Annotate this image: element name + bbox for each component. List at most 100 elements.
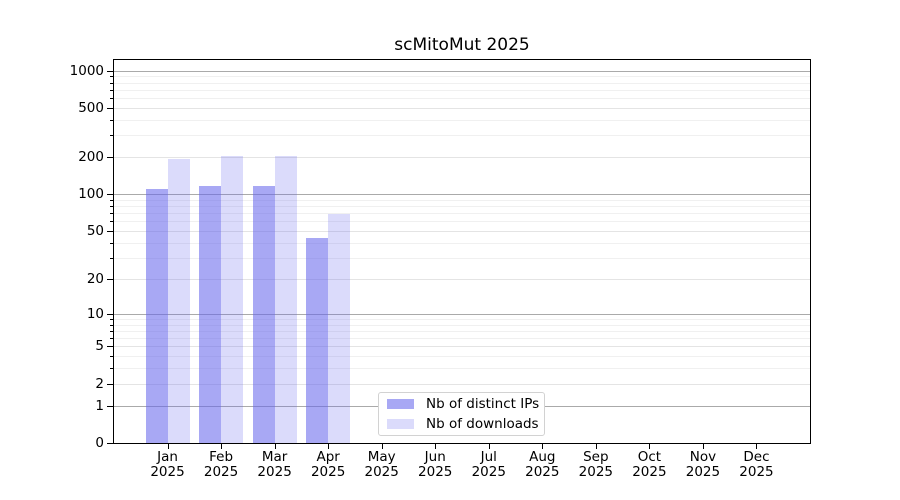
x-tick [595, 443, 597, 449]
y-minor-tick [109, 135, 113, 137]
y-tick-label: 0 [95, 435, 104, 451]
y-tick [107, 278, 113, 280]
x-tick [756, 443, 758, 449]
gridline-minor [114, 206, 810, 208]
legend-swatch-downloads [387, 418, 414, 429]
chart-title: scMitoMut 2025 [394, 35, 530, 55]
x-tick [328, 443, 330, 449]
y-minor-tick [109, 221, 113, 223]
gridline-major [114, 70, 810, 72]
gridline-major [114, 194, 810, 196]
gridline-minor [114, 257, 810, 259]
y-tick [107, 70, 113, 72]
bar-downloads-jan [167, 158, 190, 443]
y-minor-tick [109, 257, 113, 259]
gridline-minor [114, 338, 810, 340]
gridline-minor [114, 76, 810, 78]
x-tick [274, 443, 276, 449]
gridline-minor [114, 98, 810, 100]
y-tick-label: 200 [78, 149, 104, 166]
x-tick-label: Dec 2025 [739, 449, 774, 480]
y-minor-tick [109, 213, 113, 215]
y-tick [107, 157, 113, 159]
legend-swatch-distinct-ips [387, 399, 414, 410]
y-minor-tick [109, 98, 113, 100]
gridline-major [114, 313, 810, 315]
y-tick [107, 313, 113, 315]
y-minor-tick [109, 206, 113, 208]
y-tick-label: 500 [78, 99, 104, 116]
legend-item: Nb of distinct IPs [379, 396, 544, 412]
bar-ips-feb [199, 186, 222, 443]
legend-item: Nb of downloads [379, 416, 544, 432]
y-tick [107, 405, 113, 407]
y-minor-tick [109, 368, 113, 370]
y-tick [107, 383, 113, 385]
y-tick [107, 107, 113, 109]
x-tick [167, 443, 169, 449]
legend-label: Nb of downloads [426, 415, 539, 432]
y-minor-tick [109, 242, 113, 244]
gridline-minor [114, 318, 810, 320]
y-tick [107, 346, 113, 348]
x-tick [435, 443, 437, 449]
x-tick-label: Feb 2025 [203, 449, 239, 480]
y-tick-label: 50 [86, 223, 104, 240]
x-tick-label: Jul 2025 [471, 449, 506, 480]
y-minor-tick [109, 338, 113, 340]
x-tick-label: Jun 2025 [418, 449, 453, 480]
x-tick-label: Nov 2025 [685, 449, 721, 480]
legend: Nb of distinct IPs Nb of downloads [378, 392, 545, 436]
bar-downloads-mar [274, 155, 297, 443]
plot-area [113, 59, 811, 444]
x-tick-label: Aug 2025 [525, 449, 560, 480]
y-tick [107, 231, 113, 233]
bar-downloads-feb [221, 155, 244, 443]
y-tick-label: 20 [86, 270, 104, 287]
x-tick [488, 443, 490, 449]
y-tick [107, 443, 113, 444]
gridline [114, 157, 810, 159]
gridline-minor [114, 89, 810, 91]
y-tick-label: 5 [95, 338, 104, 355]
y-tick-label: 2 [95, 375, 104, 392]
y-minor-tick [109, 318, 113, 320]
y-minor-tick [109, 330, 113, 332]
y-tick [107, 194, 113, 196]
y-minor-tick [109, 324, 113, 326]
gridline-minor [114, 221, 810, 223]
y-minor-tick [109, 89, 113, 91]
gridline-minor [114, 213, 810, 215]
gridline [114, 107, 810, 109]
y-tick-label: 1 [95, 397, 104, 414]
x-tick-label: May 2025 [364, 449, 399, 480]
x-tick [221, 443, 223, 449]
x-tick [649, 443, 651, 449]
gridline-minor [114, 242, 810, 244]
x-tick [542, 443, 544, 449]
x-tick [381, 443, 383, 449]
y-minor-tick [109, 199, 113, 201]
bar-ips-mar [252, 186, 275, 443]
y-tick-label: 100 [78, 186, 104, 203]
gridline [114, 383, 810, 385]
y-minor-tick [109, 82, 113, 84]
gridline-minor [114, 82, 810, 84]
gridline-minor [114, 199, 810, 201]
y-tick-label: 1000 [69, 62, 104, 79]
y-minor-tick [109, 119, 113, 121]
x-tick-label: Jan 2025 [150, 449, 185, 480]
x-tick-label: Sep 2025 [578, 449, 614, 480]
y-minor-tick [109, 76, 113, 78]
bar-ips-jan [145, 189, 168, 443]
gridline-minor [114, 119, 810, 121]
gridline-minor [114, 368, 810, 370]
x-tick-label: Apr 2025 [310, 449, 346, 480]
gridline [114, 231, 810, 233]
bar-ips-apr [306, 237, 329, 443]
y-minor-tick [109, 356, 113, 358]
gridline [114, 346, 810, 348]
gridline-minor [114, 330, 810, 332]
gridline-minor [114, 135, 810, 137]
